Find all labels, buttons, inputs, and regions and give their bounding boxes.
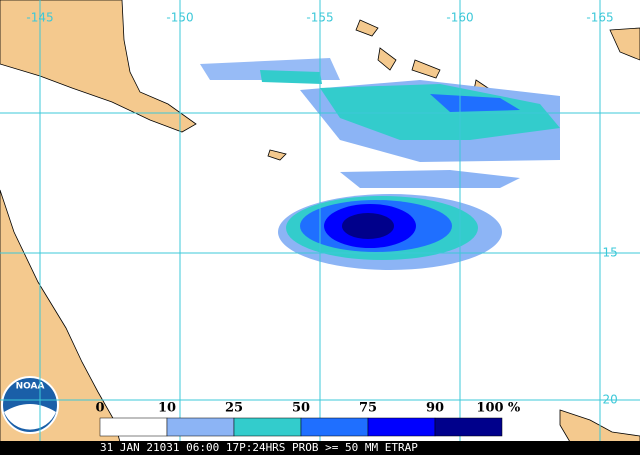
legend-swatch xyxy=(300,417,369,437)
caption: 31 JAN 21031 06:00 17P:24HRS PROB >= 50 … xyxy=(100,441,418,454)
longitude-label: -150 xyxy=(166,11,193,25)
longitude-label: -145 xyxy=(26,11,53,25)
logo-text: NOAA xyxy=(16,382,45,392)
caption-bar xyxy=(0,441,640,455)
legend-label: 10 xyxy=(158,401,176,416)
longitude-label: -160 xyxy=(446,11,473,25)
legend-swatch xyxy=(434,417,503,437)
legend-label: 50 xyxy=(292,401,310,416)
legend-swatch xyxy=(99,417,168,437)
latitude-label: -15 xyxy=(598,246,618,260)
legend-swatch xyxy=(166,417,235,437)
legend-label: 75 xyxy=(359,401,377,416)
legend-unit: % xyxy=(508,401,521,416)
probability-areas xyxy=(200,58,560,270)
legend-label: 90 xyxy=(426,401,444,416)
legend-label: 0 xyxy=(95,401,104,416)
legend-label: 100 xyxy=(476,401,503,416)
longitude-label: -155 xyxy=(306,11,333,25)
legend-label: 25 xyxy=(225,401,243,416)
longitude-label: -165 xyxy=(586,11,613,25)
legend-swatch xyxy=(233,417,302,437)
logo: NOAA xyxy=(1,376,59,434)
latitude-label: -20 xyxy=(598,393,618,407)
legend-swatch xyxy=(367,417,436,437)
